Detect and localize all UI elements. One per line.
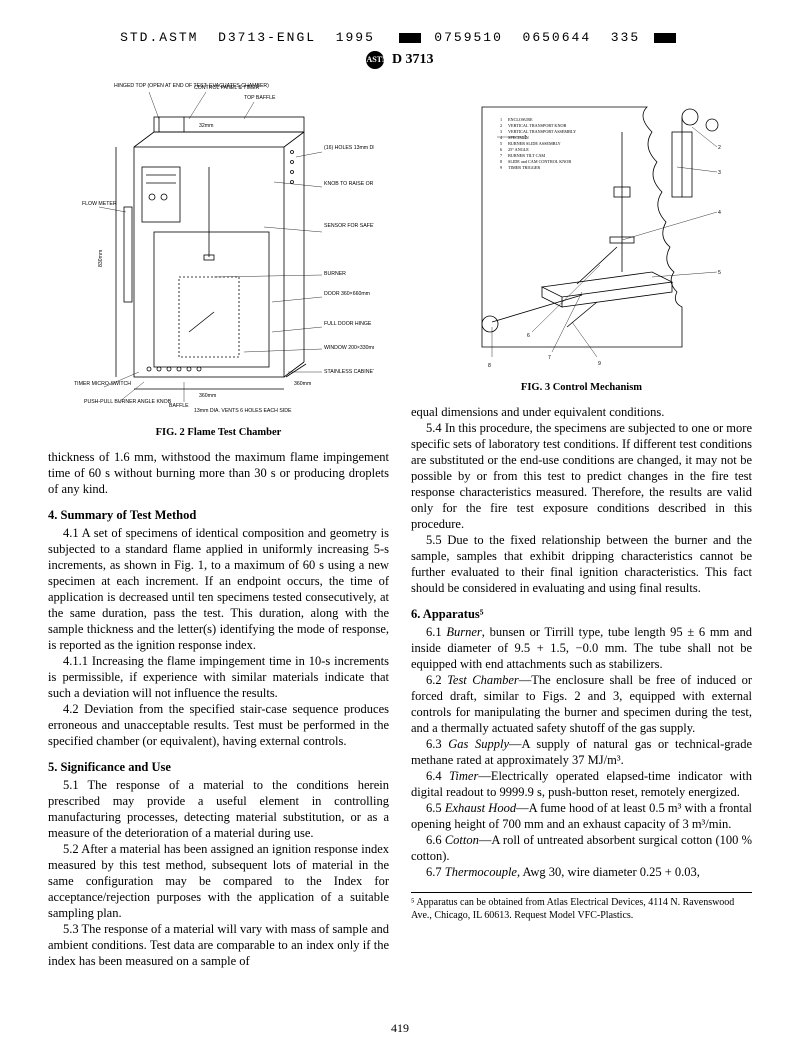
body-paragraph: 5.2 After a material has been assigned a… bbox=[48, 841, 389, 921]
svg-text:TIMER TRIGGER: TIMER TRIGGER bbox=[508, 165, 540, 170]
svg-text:830mm: 830mm bbox=[98, 250, 104, 267]
svg-text:4: 4 bbox=[500, 135, 503, 140]
figure-3-caption: FIG. 3 Control Mechanism bbox=[411, 381, 752, 394]
svg-text:2: 2 bbox=[718, 145, 721, 151]
body-paragraph: thickness of 1.6 mm, withstood the maxim… bbox=[48, 449, 389, 497]
right-column: 1 2 3 4 5 6 7 8 9 1ENCLOSURE 2VERTICAL T… bbox=[411, 77, 752, 969]
body-paragraph: 6.6 Cotton—A roll of untreated absorbent… bbox=[411, 832, 752, 864]
document-page: STD.ASTM D3713-ENGL 1995 0759510 0650644… bbox=[0, 0, 800, 1050]
svg-text:WINDOW 200×330mm: WINDOW 200×330mm bbox=[324, 345, 374, 351]
svg-text:13mm DIA. VENTS 6 HOLES EACH S: 13mm DIA. VENTS 6 HOLES EACH SIDE bbox=[194, 408, 292, 414]
svg-text:BURNER: BURNER bbox=[324, 271, 346, 277]
body-paragraph: 4.1 A set of specimens of identical comp… bbox=[48, 525, 389, 653]
svg-text:FLOW METER: FLOW METER bbox=[82, 201, 117, 207]
page-number: 419 bbox=[0, 1021, 800, 1036]
svg-text:ENCLOSURE: ENCLOSURE bbox=[508, 117, 533, 122]
body-paragraph: 6.3 Gas Supply—A supply of natural gas o… bbox=[411, 736, 752, 768]
svg-text:32mm: 32mm bbox=[199, 123, 213, 129]
svg-text:SLIDE and CAM CONTROL KNOB: SLIDE and CAM CONTROL KNOB bbox=[508, 159, 571, 164]
svg-text:SPECIMEN: SPECIMEN bbox=[508, 135, 529, 140]
svg-text:BURNER SLIDE ASSEMBLY: BURNER SLIDE ASSEMBLY bbox=[508, 141, 561, 146]
svg-text:VERTICAL TRANSPORT KNOB: VERTICAL TRANSPORT KNOB bbox=[508, 123, 566, 128]
svg-text:9: 9 bbox=[598, 361, 601, 367]
svg-text:6: 6 bbox=[500, 147, 502, 152]
svg-text:STAINLESS CABINET: STAINLESS CABINET bbox=[324, 369, 374, 375]
svg-text:7: 7 bbox=[500, 153, 502, 158]
body-paragraph: 6.5 Exhaust Hood—A fume hood of at least… bbox=[411, 800, 752, 832]
section-5-heading: 5. Significance and Use bbox=[48, 759, 389, 775]
svg-text:(16) HOLES 13mm DIA.: (16) HOLES 13mm DIA. bbox=[324, 145, 374, 151]
body-paragraph: 6.7 Thermocouple, Awg 30, wire diameter … bbox=[411, 864, 752, 880]
svg-text:9: 9 bbox=[500, 165, 502, 170]
svg-text:TOP BAFFLE: TOP BAFFLE bbox=[244, 95, 276, 101]
control-mechanism-diagram: 1 2 3 4 5 6 7 8 9 1ENCLOSURE 2VERTICAL T… bbox=[422, 77, 742, 377]
svg-text:360mm: 360mm bbox=[199, 393, 216, 399]
svg-text:TIMER MICRO-SWITCH: TIMER MICRO-SWITCH bbox=[74, 381, 131, 387]
svg-text:2: 2 bbox=[500, 123, 502, 128]
svg-text:8: 8 bbox=[500, 159, 502, 164]
body-paragraph: 5.5 Due to the fixed relationship betwee… bbox=[411, 532, 752, 596]
two-column-layout: HINGED TOP (OPEN AT END OF TEST; EVACUAT… bbox=[48, 77, 752, 969]
body-paragraph: 4.1.1 Increasing the flame impingement t… bbox=[48, 653, 389, 701]
svg-text:6: 6 bbox=[527, 333, 530, 339]
body-paragraph: 5.4 In this procedure, the specimens are… bbox=[411, 420, 752, 532]
svg-text:BAFFLE: BAFFLE bbox=[169, 403, 189, 409]
body-paragraph: 5.3 The response of a material will vary… bbox=[48, 921, 389, 969]
body-paragraph: 4.2 Deviation from the specified stair-c… bbox=[48, 701, 389, 749]
svg-text:DOOR 360×660mm: DOOR 360×660mm bbox=[324, 291, 370, 297]
svg-text:KNOB TO RAISE OR LOWER SAMPLE: KNOB TO RAISE OR LOWER SAMPLE bbox=[324, 181, 374, 187]
body-paragraph: 6.4 Timer—Electrically operated elapsed-… bbox=[411, 768, 752, 800]
astm-logo-icon: ASTM bbox=[366, 51, 384, 69]
svg-text:VERTICAL TRANSPORT ASSEMBLY: VERTICAL TRANSPORT ASSEMBLY bbox=[508, 129, 576, 134]
body-paragraph: 6.2 Test Chamber—The enclosure shall be … bbox=[411, 672, 752, 736]
left-column: HINGED TOP (OPEN AT END OF TEST; EVACUAT… bbox=[48, 77, 389, 969]
svg-text:1: 1 bbox=[500, 117, 502, 122]
svg-text:25° ANGLE: 25° ANGLE bbox=[508, 147, 529, 152]
section-6-heading: 6. Apparatus⁵ bbox=[411, 606, 752, 622]
svg-text:360mm: 360mm bbox=[294, 381, 311, 387]
standard-id: D 3713 bbox=[392, 52, 434, 67]
svg-text:4: 4 bbox=[718, 210, 721, 216]
figure-2-caption: FIG. 2 Flame Test Chamber bbox=[48, 426, 389, 439]
body-paragraph: 6.1 Burner, bunsen or Tirrill type, tube… bbox=[411, 624, 752, 672]
body-paragraph: 5.1 The response of a material to the co… bbox=[48, 777, 389, 841]
svg-text:7: 7 bbox=[548, 355, 551, 361]
figure-3: 1 2 3 4 5 6 7 8 9 1ENCLOSURE 2VERTICAL T… bbox=[411, 77, 752, 394]
svg-text:3: 3 bbox=[718, 170, 721, 176]
svg-text:SENSOR FOR SAFETY GAS SHUT-OFF: SENSOR FOR SAFETY GAS SHUT-OFF bbox=[324, 223, 374, 229]
svg-text:3: 3 bbox=[500, 129, 502, 134]
body-paragraph: equal dimensions and under equivalent co… bbox=[411, 404, 752, 420]
flame-chamber-diagram: HINGED TOP (OPEN AT END OF TEST; EVACUAT… bbox=[64, 77, 374, 422]
footnote-5: ⁵ Apparatus can be obtained from Atlas E… bbox=[411, 892, 752, 922]
svg-text:FULL DOOR HINGE: FULL DOOR HINGE bbox=[324, 321, 372, 327]
section-4-heading: 4. Summary of Test Method bbox=[48, 507, 389, 523]
svg-text:5: 5 bbox=[718, 270, 721, 276]
svg-text:5: 5 bbox=[500, 141, 502, 146]
standard-header: ASTM D 3713 bbox=[48, 51, 752, 69]
svg-text:8: 8 bbox=[488, 363, 491, 369]
svg-text:CONTROL PANEL & TIMER: CONTROL PANEL & TIMER bbox=[194, 85, 260, 91]
svg-text:BURNER TILT CAM: BURNER TILT CAM bbox=[508, 153, 545, 158]
header-code-line: STD.ASTM D3713-ENGL 1995 0759510 0650644… bbox=[48, 30, 752, 45]
figure-2: HINGED TOP (OPEN AT END OF TEST; EVACUAT… bbox=[48, 77, 389, 439]
svg-text:PUSH-PULL BURNER ANGLE KNOB: PUSH-PULL BURNER ANGLE KNOB bbox=[84, 399, 172, 405]
